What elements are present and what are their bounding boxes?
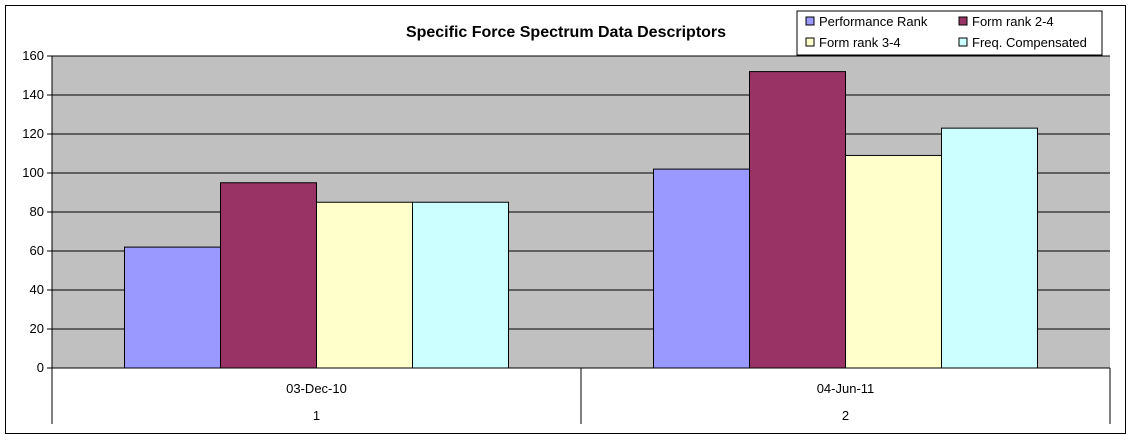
- legend-box: [796, 10, 1103, 56]
- bar: [412, 201, 509, 369]
- y-tick-label: 80: [30, 204, 44, 219]
- y-tick-label: 20: [30, 321, 44, 336]
- axes: [47, 55, 1111, 424]
- y-tick-label: 0: [37, 360, 44, 375]
- y-tick-label: 140: [22, 87, 44, 102]
- bars: [124, 71, 1038, 369]
- bar: [941, 127, 1038, 369]
- legend-swatch: [958, 16, 968, 26]
- bar: [749, 71, 846, 369]
- bar: [124, 246, 221, 369]
- y-tick-label: 60: [30, 243, 44, 258]
- y-tick-label: 40: [30, 282, 44, 297]
- category-labels: 03-Dec-10 1 04-Jun-11 2: [286, 381, 874, 423]
- y-tick-labels: 0 20 40 60 80 100 120 140 160: [22, 48, 44, 375]
- category-sublabel: 1: [313, 408, 320, 423]
- y-tick-label: 120: [22, 126, 44, 141]
- legend-entry: Performance Rank: [819, 14, 928, 29]
- bar: [316, 201, 413, 369]
- legend-entry: Freq. Compensated: [972, 35, 1087, 50]
- legend-swatch: [958, 37, 968, 47]
- chart-title: Specific Force Spectrum Data Descriptors: [406, 24, 726, 41]
- category-label: 04-Jun-11: [817, 381, 875, 396]
- legend: Performance Rank Form rank 2-4 Form rank 3…: [796, 10, 1103, 56]
- bar: [220, 182, 317, 369]
- category-sublabel: 2: [842, 408, 849, 423]
- legend-swatch: [805, 37, 815, 47]
- legend-entry: Form rank 2-4: [972, 14, 1054, 29]
- bar: [653, 168, 750, 369]
- bar: [845, 154, 942, 369]
- legend-swatch: [805, 16, 815, 26]
- legend-entry: Form rank 3-4: [819, 35, 901, 50]
- y-tick-label: 160: [22, 48, 44, 63]
- category-label: 03-Dec-10: [286, 381, 347, 396]
- y-tick-label: 100: [22, 165, 44, 180]
